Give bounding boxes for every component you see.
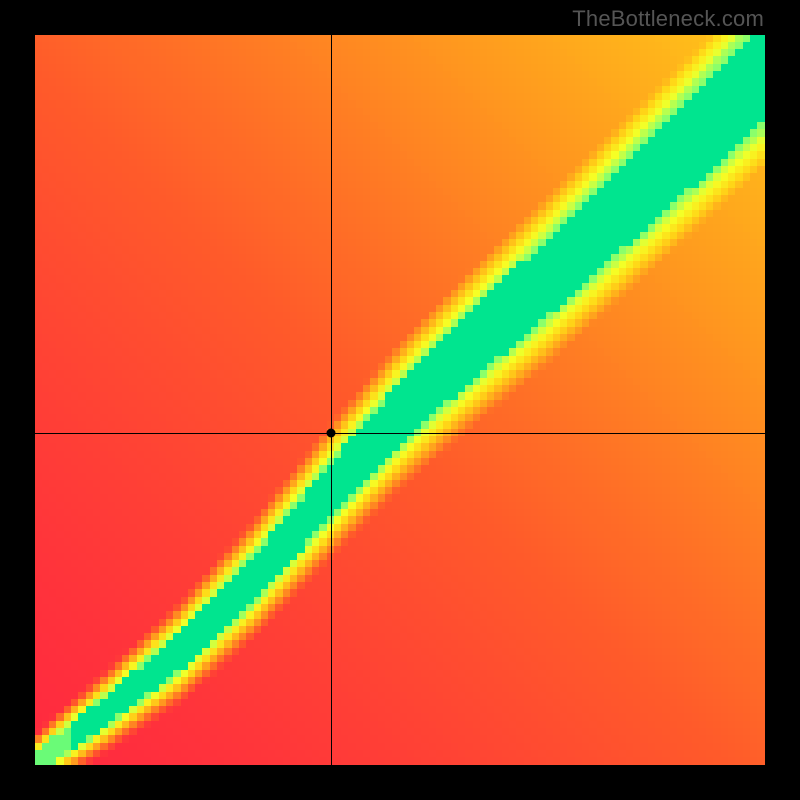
plot-area xyxy=(35,35,765,765)
crosshair-marker-dot xyxy=(326,428,335,437)
watermark-text: TheBottleneck.com xyxy=(572,6,764,32)
bottleneck-heatmap-chart: TheBottleneck.com xyxy=(0,0,800,800)
heatmap-canvas xyxy=(35,35,765,765)
crosshair-horizontal xyxy=(35,433,765,434)
crosshair-vertical xyxy=(331,35,332,765)
